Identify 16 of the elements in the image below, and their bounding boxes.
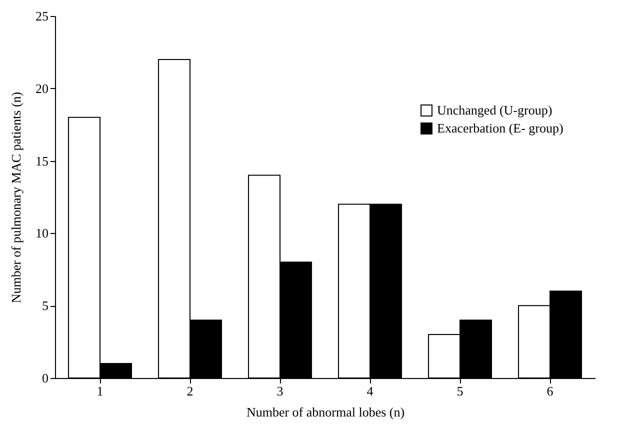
y-tick-label: 25 — [36, 8, 48, 24]
legend-label: Exacerbation (E- group) — [437, 120, 564, 136]
x-tick-label: 6 — [546, 384, 554, 398]
x-tick-label: 3 — [276, 384, 284, 398]
x-tick-label: 5 — [456, 384, 464, 398]
x-tick-label: 1 — [96, 384, 104, 398]
legend-label: Unchanged (U-group) — [437, 102, 552, 118]
y-tick-label: 5 — [42, 298, 48, 314]
y-tick-label: 10 — [36, 226, 48, 241]
x-tick-label: 2 — [186, 384, 194, 398]
y-tick-label: 0 — [42, 370, 48, 386]
x-tick-label: 4 — [366, 384, 374, 398]
x-axis-title: Number of abnormal lobes (n) — [246, 404, 405, 420]
y-tick-label: 20 — [36, 80, 48, 96]
y-tick-label: 15 — [36, 153, 48, 168]
y-axis-title: Number of pulmonary MAC patients (n) — [8, 92, 24, 304]
